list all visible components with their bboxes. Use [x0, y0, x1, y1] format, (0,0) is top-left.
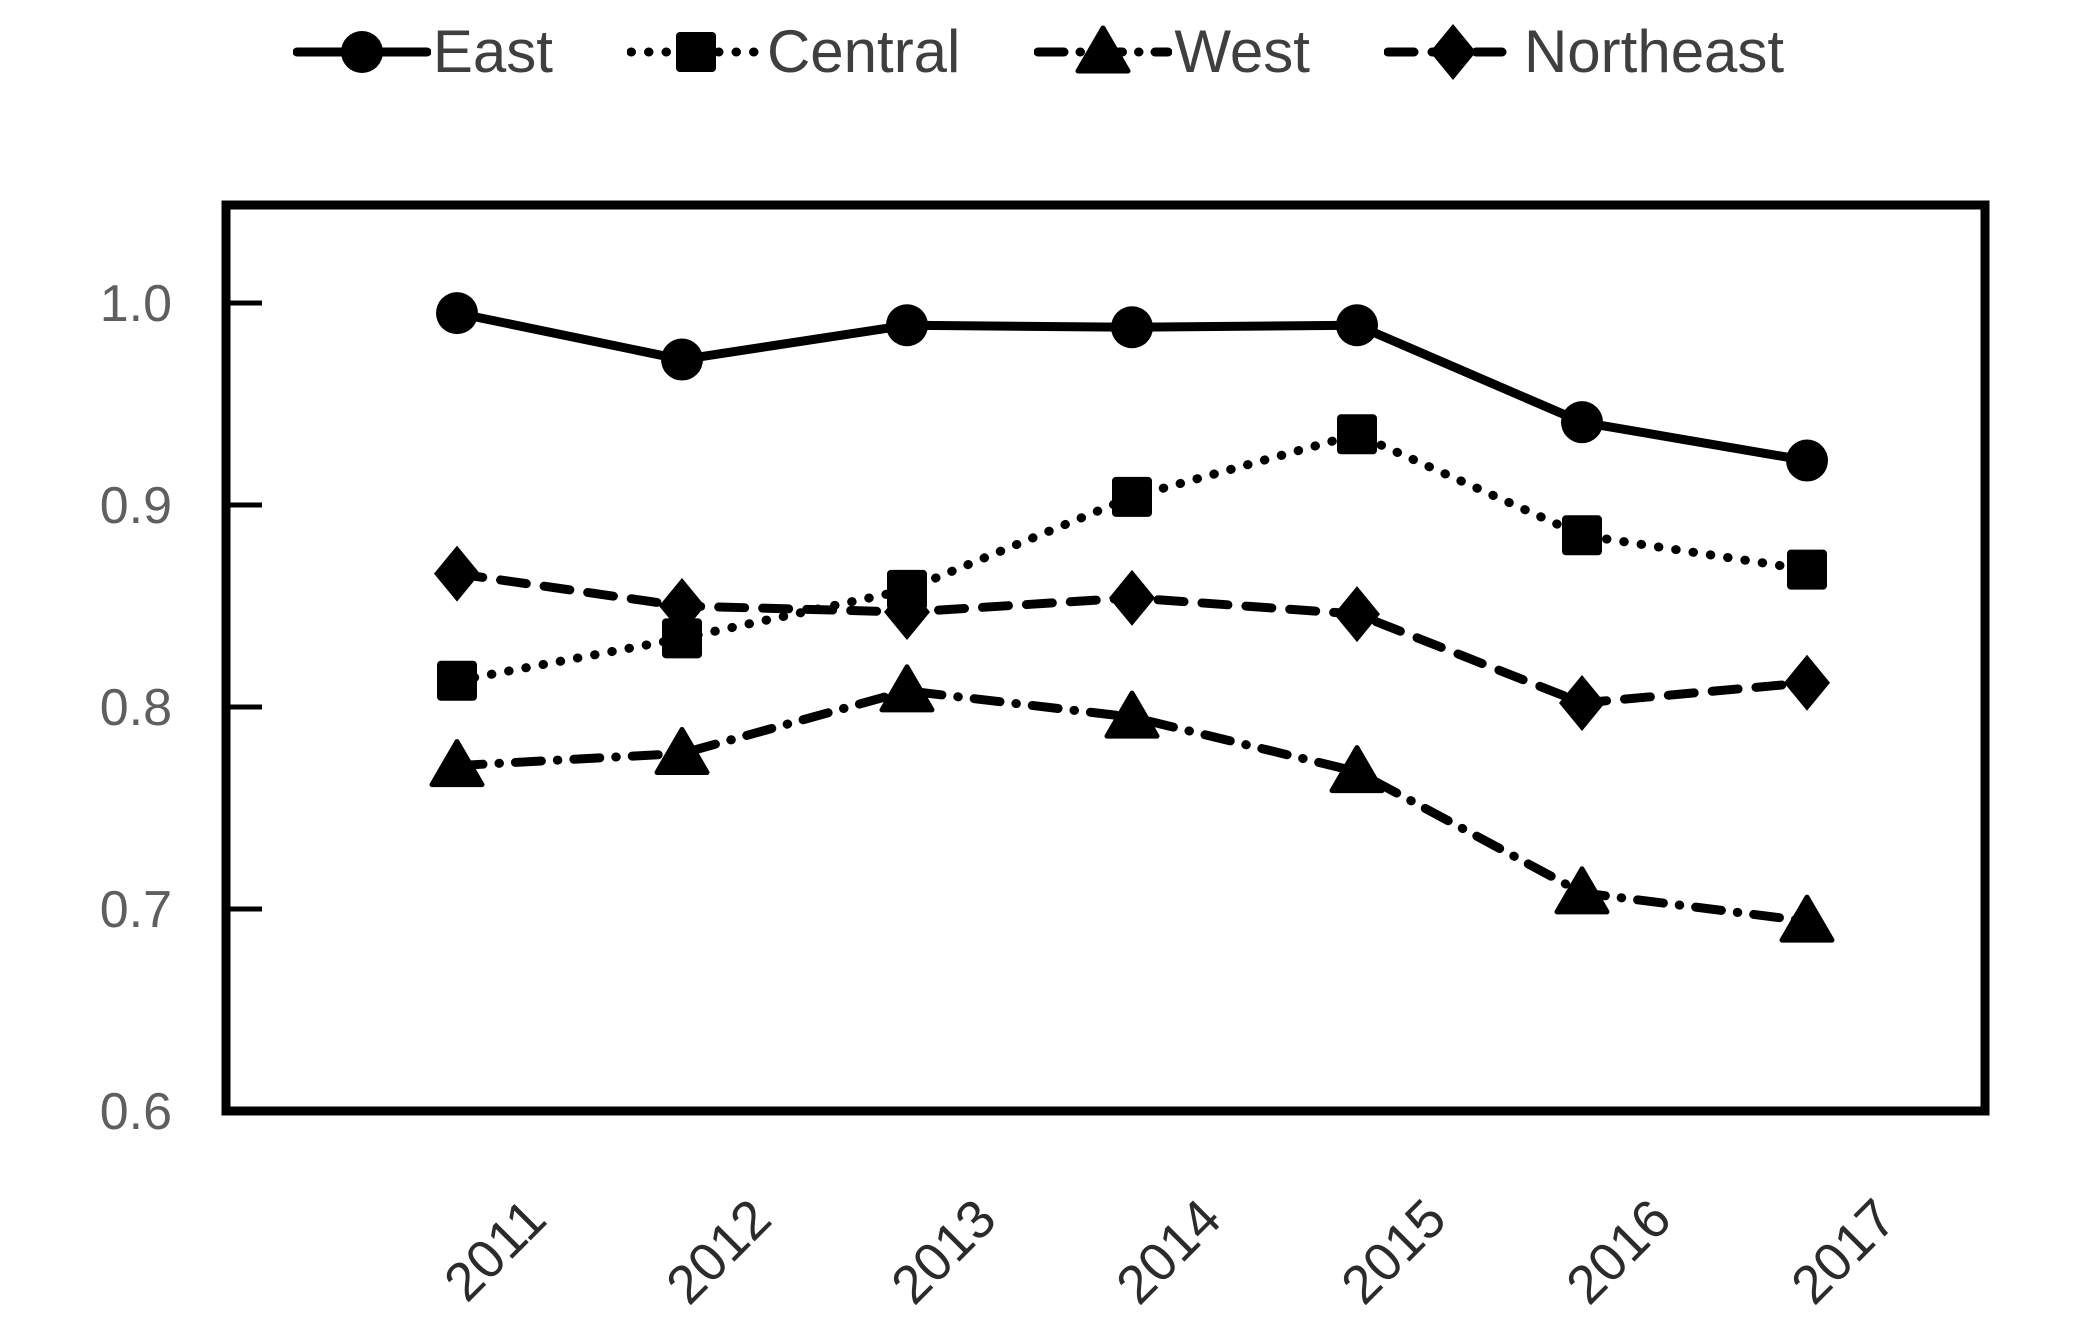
marker-northeast-2013 — [884, 584, 930, 641]
marker-east-2016 — [1561, 401, 1603, 444]
marker-west-2014 — [1104, 690, 1160, 739]
y-tick-label: 1.0 — [100, 275, 172, 333]
legend-item-east: East — [292, 16, 553, 88]
legend-label-northeast: Northeast — [1523, 18, 1785, 85]
y-tick-label: 0.6 — [100, 1083, 172, 1141]
legend-item-west: West — [1034, 16, 1310, 88]
legend-label-central: Central — [766, 18, 961, 85]
legend-sample-central-square-icon — [626, 32, 765, 72]
marker-central-2016 — [1562, 515, 1602, 556]
marker-east-2017 — [1786, 439, 1828, 482]
marker-east-2012 — [661, 338, 703, 381]
x-axis-label: 2016 — [1555, 1188, 1682, 1315]
marker-northeast-2011 — [434, 545, 480, 602]
marker-east-2014 — [1111, 306, 1153, 349]
legend-sample-west-triangle-icon — [1034, 25, 1173, 74]
marker-east-2013 — [886, 304, 928, 347]
legend-item-central: Central — [626, 16, 961, 88]
marker-northeast-2014 — [1109, 569, 1155, 626]
marker-east-2011 — [436, 292, 478, 335]
marker-west-2017 — [1779, 894, 1835, 943]
legend-label-east: East — [432, 18, 553, 85]
marker-northeast-2012 — [659, 578, 705, 634]
legend-label-west: West — [1174, 18, 1310, 85]
x-axis-label: 2017 — [1780, 1188, 1907, 1315]
marker-central-2011 — [437, 660, 477, 701]
legend-sample-east-circle-icon — [292, 31, 431, 73]
legend-square-icon — [675, 32, 716, 72]
legend-circle-icon — [340, 31, 383, 73]
marker-central-2017 — [1787, 549, 1827, 590]
marker-northeast-2015 — [1334, 586, 1380, 643]
marker-west-2013 — [879, 664, 935, 713]
x-axis-label: 2013 — [880, 1188, 1007, 1315]
x-axis-label: 2015 — [1330, 1188, 1457, 1315]
chart-legend: East Central West Northeast — [0, 16, 2077, 88]
marker-east-2015 — [1336, 304, 1378, 347]
marker-central-2015 — [1337, 414, 1377, 455]
legend-triangle-icon — [1075, 25, 1131, 74]
marker-west-2012 — [654, 726, 710, 775]
plot-border — [221, 200, 1990, 1116]
y-tick-label: 0.8 — [100, 679, 172, 737]
x-axis-label: 2011 — [433, 1188, 558, 1313]
marker-west-2015 — [1329, 745, 1385, 794]
x-axis-label: 2014 — [1105, 1188, 1232, 1315]
legend-item-northeast: Northeast — [1383, 16, 1785, 88]
marker-northeast-2016 — [1559, 674, 1605, 731]
legend-diamond-icon — [1429, 24, 1476, 80]
y-tick-label: 0.7 — [100, 881, 172, 939]
marker-west-2011 — [429, 739, 485, 788]
y-tick-label: 0.9 — [100, 477, 172, 535]
marker-west-2016 — [1554, 866, 1610, 915]
legend-sample-northeast-diamond-icon — [1383, 24, 1522, 80]
marker-central-2012 — [662, 618, 702, 659]
x-axis-label: 2012 — [655, 1188, 782, 1315]
series-line-central — [452, 429, 1812, 686]
marker-central-2014 — [1112, 476, 1152, 517]
marker-northeast-2017 — [1784, 654, 1830, 711]
